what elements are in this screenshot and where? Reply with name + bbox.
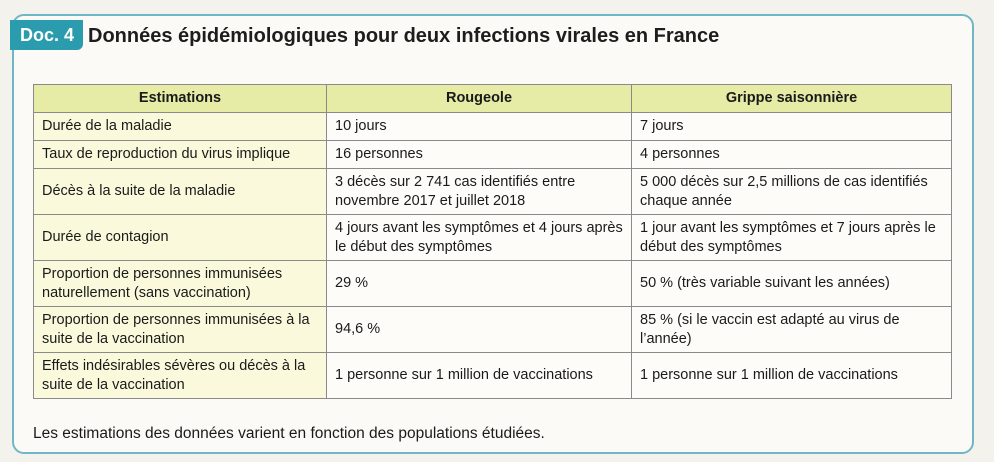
doc-tag: Doc. 4 xyxy=(10,20,84,50)
table-row: Effets indésirables sévères ou décès à l… xyxy=(33,352,952,399)
cell-rougeole: 3 décès sur 2 741 cas identifiés entre n… xyxy=(326,168,632,215)
cell-rougeole: 16 personnes xyxy=(326,140,632,169)
row-label: Proportion de personnes immunisées natur… xyxy=(33,260,327,307)
doc-title: Données épidémiologiques pour deux infec… xyxy=(88,25,720,47)
cell-grippe: 4 personnes xyxy=(631,140,952,169)
table-header-row: Estimations Rougeole Grippe saisonnière xyxy=(33,84,952,113)
table-row: Proportion de personnes immunisées à la … xyxy=(33,306,952,353)
cell-grippe: 1 personne sur 1 million de vaccinations xyxy=(631,352,952,399)
table-row: Durée de la maladie 10 jours 7 jours xyxy=(33,112,952,141)
cell-grippe: 1 jour avant les symptômes et 7 jours ap… xyxy=(631,214,952,261)
row-label: Décès à la suite de la maladie xyxy=(33,168,327,215)
header-estimations: Estimations xyxy=(33,84,327,113)
header-grippe: Grippe saisonnière xyxy=(631,84,952,113)
table-row: Proportion de personnes immunisées natur… xyxy=(33,260,952,307)
cell-grippe: 7 jours xyxy=(631,112,952,141)
cell-grippe: 85 % (si le vaccin est adapté au virus d… xyxy=(631,306,952,353)
cell-rougeole: 29 % xyxy=(326,260,632,307)
cell-grippe: 50 % (très variable suivant les années) xyxy=(631,260,952,307)
row-label: Taux de reproduction du virus implique xyxy=(33,140,327,169)
row-label: Durée de la maladie xyxy=(33,112,327,141)
cell-rougeole: 1 personne sur 1 million de vaccinations xyxy=(326,352,632,399)
cell-rougeole: 10 jours xyxy=(326,112,632,141)
table-row: Durée de contagion 4 jours avant les sym… xyxy=(33,214,952,261)
cell-rougeole: 4 jours avant les symptômes et 4 jours a… xyxy=(326,214,632,261)
cell-grippe: 5 000 décès sur 2,5 millions de cas iden… xyxy=(631,168,952,215)
row-label: Effets indésirables sévères ou décès à l… xyxy=(33,352,327,399)
footnote: Les estimations des données varient en f… xyxy=(33,425,545,442)
data-table: Estimations Rougeole Grippe saisonnière … xyxy=(33,84,952,399)
table-row: Décès à la suite de la maladie 3 décès s… xyxy=(33,168,952,215)
header-rougeole: Rougeole xyxy=(326,84,632,113)
cell-rougeole: 94,6 % xyxy=(326,306,632,353)
table-row: Taux de reproduction du virus implique 1… xyxy=(33,140,952,169)
row-label: Proportion de personnes immunisées à la … xyxy=(33,306,327,353)
row-label: Durée de contagion xyxy=(33,214,327,261)
